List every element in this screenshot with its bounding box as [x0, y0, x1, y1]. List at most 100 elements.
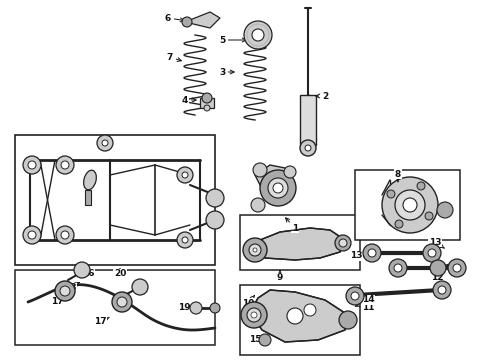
- Circle shape: [251, 198, 265, 212]
- Bar: [240, 285, 360, 355]
- Circle shape: [339, 239, 347, 247]
- Text: 17: 17: [50, 295, 65, 306]
- Polygon shape: [252, 228, 345, 260]
- Circle shape: [23, 156, 41, 174]
- Circle shape: [61, 161, 69, 169]
- Circle shape: [433, 281, 451, 299]
- Bar: [300, 95, 316, 145]
- Text: 1: 1: [286, 218, 298, 233]
- Circle shape: [177, 167, 193, 183]
- Text: 6: 6: [165, 14, 184, 23]
- Circle shape: [305, 145, 311, 151]
- Circle shape: [287, 308, 303, 324]
- Circle shape: [241, 302, 267, 328]
- Bar: [355, 170, 460, 240]
- Circle shape: [273, 183, 283, 193]
- Circle shape: [204, 105, 210, 111]
- Circle shape: [56, 226, 74, 244]
- Circle shape: [112, 292, 132, 312]
- Text: 9: 9: [277, 270, 283, 283]
- Circle shape: [368, 249, 376, 257]
- Text: 19: 19: [178, 303, 194, 312]
- Circle shape: [244, 21, 272, 49]
- Circle shape: [56, 156, 74, 174]
- Circle shape: [304, 304, 316, 316]
- Circle shape: [339, 311, 357, 329]
- Bar: [15, 135, 215, 265]
- Circle shape: [60, 286, 70, 296]
- Circle shape: [55, 281, 75, 301]
- Circle shape: [249, 244, 261, 256]
- Text: 15: 15: [249, 336, 265, 345]
- Circle shape: [394, 264, 402, 272]
- Text: 3: 3: [219, 68, 234, 77]
- Bar: [15, 270, 215, 345]
- Circle shape: [252, 29, 264, 41]
- Text: 13: 13: [429, 238, 444, 248]
- Circle shape: [117, 297, 127, 307]
- Circle shape: [268, 178, 288, 198]
- Circle shape: [259, 334, 271, 346]
- Bar: [85, 190, 91, 205]
- Circle shape: [190, 302, 202, 314]
- Text: 10: 10: [242, 296, 254, 307]
- Circle shape: [300, 140, 316, 156]
- Circle shape: [425, 212, 433, 220]
- Circle shape: [395, 220, 403, 228]
- Circle shape: [102, 140, 108, 146]
- Circle shape: [202, 93, 212, 103]
- Text: 5: 5: [219, 36, 246, 45]
- Circle shape: [363, 244, 381, 262]
- Circle shape: [61, 231, 69, 239]
- Text: 11: 11: [362, 299, 374, 311]
- Circle shape: [346, 287, 364, 305]
- Circle shape: [206, 189, 224, 207]
- Circle shape: [453, 264, 461, 272]
- Circle shape: [448, 259, 466, 277]
- Circle shape: [132, 279, 148, 295]
- Text: 16: 16: [82, 269, 94, 279]
- Circle shape: [430, 260, 446, 276]
- Text: 12: 12: [431, 270, 443, 283]
- Circle shape: [243, 238, 267, 262]
- Circle shape: [417, 182, 425, 190]
- Circle shape: [423, 244, 441, 262]
- Circle shape: [403, 198, 417, 212]
- Circle shape: [247, 308, 261, 322]
- Circle shape: [335, 235, 351, 251]
- Circle shape: [438, 286, 446, 294]
- Circle shape: [28, 161, 36, 169]
- Circle shape: [389, 259, 407, 277]
- Circle shape: [28, 231, 36, 239]
- Circle shape: [251, 312, 257, 318]
- Circle shape: [97, 135, 113, 151]
- Circle shape: [74, 262, 90, 278]
- Bar: [240, 215, 360, 270]
- Circle shape: [284, 166, 296, 178]
- Bar: [200, 98, 214, 108]
- Circle shape: [253, 163, 267, 177]
- Circle shape: [428, 249, 436, 257]
- Circle shape: [182, 17, 192, 27]
- Circle shape: [182, 172, 188, 178]
- Circle shape: [382, 177, 438, 233]
- Circle shape: [253, 248, 257, 252]
- Polygon shape: [250, 290, 348, 342]
- Text: 8: 8: [395, 170, 401, 182]
- Text: 7: 7: [167, 53, 181, 62]
- Polygon shape: [255, 165, 295, 205]
- Circle shape: [177, 232, 193, 248]
- Circle shape: [23, 226, 41, 244]
- Circle shape: [182, 237, 188, 243]
- Text: 13: 13: [350, 252, 366, 261]
- Text: 14: 14: [355, 296, 374, 306]
- Circle shape: [260, 170, 296, 206]
- Circle shape: [387, 190, 395, 198]
- Circle shape: [206, 211, 224, 229]
- Text: 18: 18: [64, 282, 79, 292]
- Text: 17: 17: [94, 318, 109, 327]
- Text: 18: 18: [114, 303, 129, 312]
- Circle shape: [437, 202, 453, 218]
- Circle shape: [210, 303, 220, 313]
- Text: 4: 4: [182, 95, 196, 104]
